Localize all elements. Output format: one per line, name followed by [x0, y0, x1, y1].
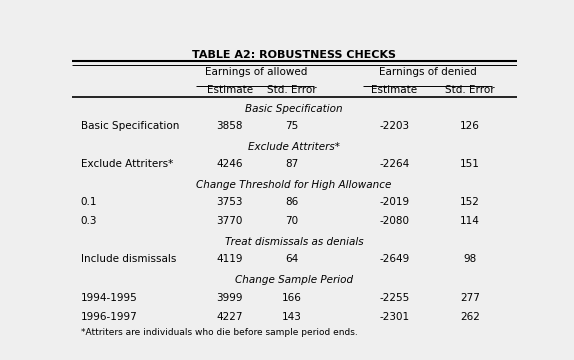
Text: 3999: 3999 [216, 293, 243, 303]
Text: 3858: 3858 [216, 121, 243, 131]
Text: Estimate: Estimate [371, 85, 417, 95]
Text: 4119: 4119 [216, 255, 243, 265]
Text: 4246: 4246 [216, 159, 243, 169]
Text: 1996-1997: 1996-1997 [80, 311, 137, 321]
Text: -2255: -2255 [379, 293, 409, 303]
Text: *Attriters are individuals who die before sample period ends.: *Attriters are individuals who die befor… [80, 328, 358, 337]
Text: Change Sample Period: Change Sample Period [235, 275, 353, 285]
Text: -2649: -2649 [379, 255, 409, 265]
Text: Exclude Attriters*: Exclude Attriters* [80, 159, 173, 169]
Text: 70: 70 [285, 216, 298, 226]
Text: 0.3: 0.3 [80, 216, 97, 226]
Text: 3753: 3753 [216, 197, 243, 207]
Text: 143: 143 [282, 311, 302, 321]
Text: 151: 151 [460, 159, 480, 169]
Text: 3770: 3770 [216, 216, 243, 226]
Text: 166: 166 [282, 293, 302, 303]
Text: Basic Specification: Basic Specification [80, 121, 179, 131]
Text: 114: 114 [460, 216, 480, 226]
Text: -2080: -2080 [379, 216, 409, 226]
Text: Change Threshold for High Allowance: Change Threshold for High Allowance [196, 180, 392, 190]
Text: Earnings of allowed: Earnings of allowed [205, 67, 308, 77]
Text: 64: 64 [285, 255, 298, 265]
Text: 86: 86 [285, 197, 298, 207]
Text: Std. Error: Std. Error [445, 85, 495, 95]
Text: Earnings of denied: Earnings of denied [379, 67, 476, 77]
Text: Treat dismissals as denials: Treat dismissals as denials [225, 237, 363, 247]
Text: -2264: -2264 [379, 159, 409, 169]
Text: Basic Specification: Basic Specification [245, 104, 343, 114]
Text: 87: 87 [285, 159, 298, 169]
Text: TABLE A2: ROBUSTNESS CHECKS: TABLE A2: ROBUSTNESS CHECKS [192, 50, 396, 60]
Text: 75: 75 [285, 121, 298, 131]
Text: 262: 262 [460, 311, 480, 321]
Text: Include dismissals: Include dismissals [80, 255, 176, 265]
Text: 1994-1995: 1994-1995 [80, 293, 137, 303]
Text: -2019: -2019 [379, 197, 409, 207]
Text: -2203: -2203 [379, 121, 409, 131]
Text: -2301: -2301 [379, 311, 409, 321]
Text: Std. Error: Std. Error [267, 85, 317, 95]
Text: Estimate: Estimate [207, 85, 253, 95]
Text: 0.1: 0.1 [80, 197, 97, 207]
Text: Exclude Attriters*: Exclude Attriters* [248, 142, 340, 152]
Text: 98: 98 [463, 255, 476, 265]
Text: 277: 277 [460, 293, 480, 303]
Text: 152: 152 [460, 197, 480, 207]
Text: 4227: 4227 [216, 311, 243, 321]
Text: 126: 126 [460, 121, 480, 131]
